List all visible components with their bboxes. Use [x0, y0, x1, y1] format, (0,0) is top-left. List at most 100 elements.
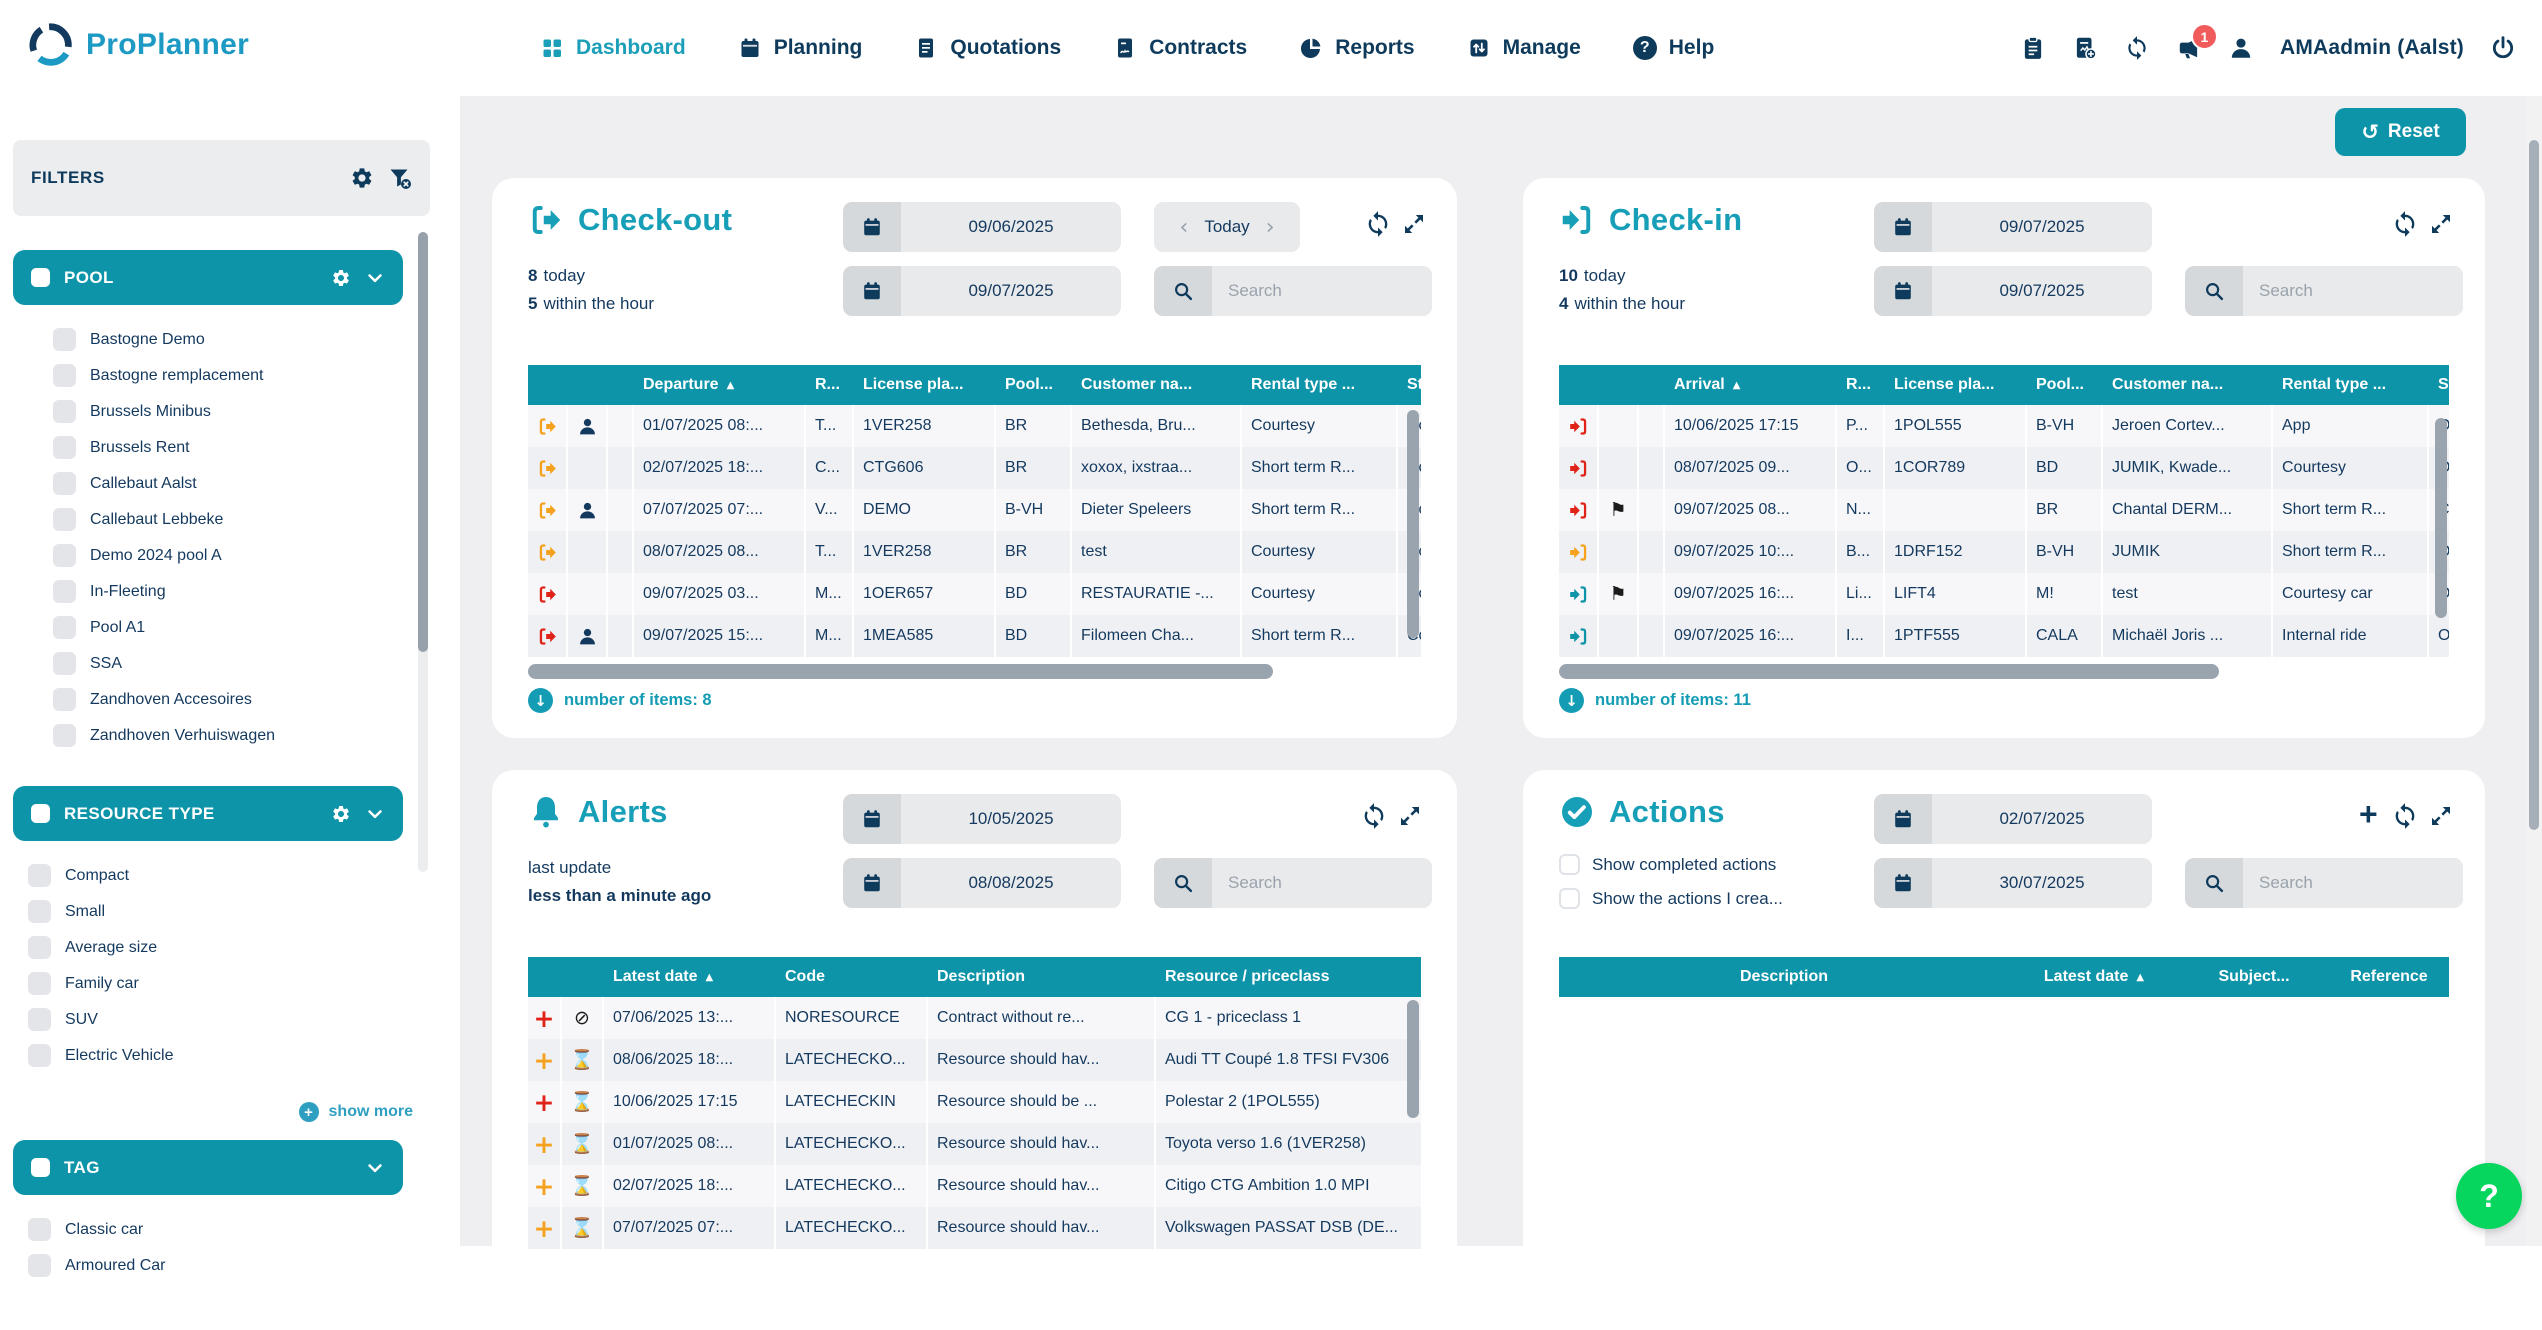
- alerts-refresh-icon[interactable]: [1360, 802, 1388, 830]
- actions-search-input[interactable]: [2243, 858, 2463, 908]
- table-row[interactable]: ⚑ 09/07/2025 08... N... BR Chantal DERM... Sh…: [1559, 489, 2449, 531]
- sidebar-section-resource-type[interactable]: RESOURCE TYPE: [13, 786, 403, 841]
- column-header-code[interactable]: Code: [785, 968, 825, 985]
- app-logo[interactable]: ProPlanner: [28, 22, 249, 68]
- checkin-search-input[interactable]: [2243, 266, 2463, 316]
- prev-day-chevron[interactable]: ‹: [1179, 214, 1189, 240]
- filter-checkbox[interactable]: [53, 688, 76, 711]
- nav-help[interactable]: ? Help: [1632, 36, 1714, 60]
- filter-checkbox[interactable]: [28, 1044, 51, 1067]
- nav-dashboard[interactable]: Dashboard: [540, 36, 686, 60]
- nav-planning[interactable]: Planning: [738, 36, 862, 60]
- filter-item-demo-2024-pool-a[interactable]: Demo 2024 pool A: [0, 544, 460, 567]
- column-header-description[interactable]: Description: [1739, 968, 1828, 985]
- filter-checkbox[interactable]: [53, 400, 76, 423]
- tasks-clipboard-icon[interactable]: [2020, 35, 2046, 61]
- filter-item-zandhoven-verhuiswagen[interactable]: Zandhoven Verhuiswagen: [0, 724, 460, 747]
- actions-expand-icon[interactable]: [2429, 804, 2453, 828]
- filter-checkbox[interactable]: [53, 652, 76, 675]
- column-header-r-[interactable]: R...: [1846, 376, 1871, 393]
- table-row[interactable]: + ⌛ 07/07/2025 07:... LATECHECKO... Resource…: [528, 1207, 1421, 1249]
- filter-item-bastogne-remplacement[interactable]: Bastogne remplacement: [0, 364, 460, 387]
- filter-checkbox[interactable]: [53, 472, 76, 495]
- column-header-pool-[interactable]: Pool...: [2036, 376, 2084, 393]
- column-header-r-[interactable]: R...: [815, 376, 840, 393]
- filter-checkbox[interactable]: [53, 328, 76, 351]
- table-row[interactable]: 09/07/2025 15:... M... 1MEA585 BD Filomeen C…: [528, 615, 1421, 657]
- table-row[interactable]: 09/07/2025 03... M... 1OER657 BD RESTAURATIE…: [528, 573, 1421, 615]
- help-fab-button[interactable]: ?: [2456, 1163, 2522, 1229]
- alerts-date-from[interactable]: 10/05/2025: [843, 794, 1121, 844]
- column-header-rental-type-[interactable]: Rental type ...: [1251, 376, 1356, 393]
- table-row[interactable]: + ⌛ 08/06/2025 18:... LATECHECKO... Resource…: [528, 1039, 1421, 1081]
- filter-checkbox[interactable]: [53, 508, 76, 531]
- filter-item-ssa[interactable]: SSA: [0, 652, 460, 675]
- checkin-table-hscrollbar[interactable]: [1559, 664, 2219, 679]
- nav-manage[interactable]: Manage: [1467, 36, 1581, 60]
- filter-checkbox[interactable]: [28, 1254, 51, 1277]
- alerts-date-to[interactable]: 08/08/2025: [843, 858, 1121, 908]
- column-header-description[interactable]: Description: [937, 968, 1026, 985]
- table-row[interactable]: 02/07/2025 18:... C... CTG606 BR xoxox, ixst…: [528, 447, 1421, 489]
- table-row[interactable]: ⚑ 09/07/2025 16:... Li... LIFT4 M! test Courte…: [1559, 573, 2449, 615]
- checkbox[interactable]: [1559, 888, 1580, 909]
- checkin-refresh-icon[interactable]: [2391, 210, 2419, 238]
- table-row[interactable]: + ⌛ 10/06/2025 17:15 LATECHECKIN Resource sh…: [528, 1081, 1421, 1123]
- filter-checkbox[interactable]: [53, 436, 76, 459]
- column-header-departure[interactable]: Departure ▲: [643, 376, 735, 393]
- sidebar-section-tag[interactable]: TAG: [13, 1140, 403, 1195]
- add-action-icon[interactable]: +: [2359, 796, 2378, 832]
- checkout-search-input[interactable]: [1212, 266, 1432, 316]
- checkbox[interactable]: [1559, 854, 1580, 875]
- filter-item-electric-vehicle[interactable]: Electric Vehicle: [0, 1044, 460, 1067]
- sidebar-section-pool[interactable]: POOL: [13, 250, 403, 305]
- column-header-sta[interactable]: Sta: [1407, 376, 1421, 393]
- checkin-date-to[interactable]: 09/07/2025: [1874, 266, 2152, 316]
- nav-contracts[interactable]: Contracts: [1113, 36, 1247, 60]
- column-header-reference[interactable]: Reference: [2350, 968, 2428, 985]
- user-name[interactable]: AMAadmin (Aalst): [2279, 36, 2464, 59]
- show-completed-actions-checkbox[interactable]: Show completed actions: [1559, 854, 1776, 875]
- section-checkbox[interactable]: [31, 268, 50, 287]
- chevron-down-icon[interactable]: [365, 268, 385, 288]
- checkout-expand-icon[interactable]: [1402, 212, 1426, 236]
- filter-item-family-car[interactable]: Family car: [0, 972, 460, 995]
- column-header-arrival[interactable]: Arrival ▲: [1674, 376, 1741, 393]
- column-header-sta[interactable]: Sta: [2438, 376, 2449, 393]
- nav-reports[interactable]: Reports: [1299, 36, 1415, 60]
- reset-button[interactable]: ↺ Reset: [2335, 108, 2466, 156]
- sidebar-scrollbar[interactable]: [418, 232, 428, 872]
- actions-date-from[interactable]: 02/07/2025: [1874, 794, 2152, 844]
- table-row[interactable]: 01/07/2025 08:... T... 1VER258 BR Bethesda, …: [528, 405, 1421, 447]
- table-row[interactable]: 09/07/2025 16:... I... 1PTF555 CALA Michaël …: [1559, 615, 2449, 657]
- filter-item-bastogne-demo[interactable]: Bastogne Demo: [0, 328, 460, 351]
- column-header-latest-date[interactable]: Latest date ▲: [2043, 968, 2145, 985]
- table-row[interactable]: + ⌛ 02/07/2025 18:... LATECHECKO... Resource…: [528, 1165, 1421, 1207]
- filter-checkbox[interactable]: [28, 864, 51, 887]
- user-avatar-icon[interactable]: [2228, 35, 2254, 61]
- checkin-expand-icon[interactable]: [2429, 212, 2453, 236]
- filter-item-callebaut-aalst[interactable]: Callebaut Aalst: [0, 472, 460, 495]
- filter-checkbox[interactable]: [53, 544, 76, 567]
- nav-quotations[interactable]: Quotations: [914, 36, 1061, 60]
- show-more-link[interactable]: + show more: [13, 1102, 413, 1122]
- checkout-table-hscrollbar[interactable]: [528, 664, 1273, 679]
- show-my-actions-checkbox[interactable]: Show the actions I crea...: [1559, 888, 1783, 909]
- table-row[interactable]: 10/06/2025 17:15 P... 1POL555 B-VH Jeroen Co…: [1559, 405, 2449, 447]
- filter-item-brussels-rent[interactable]: Brussels Rent: [0, 436, 460, 459]
- new-document-icon[interactable]: [2072, 35, 2098, 61]
- alerts-search-input[interactable]: [1212, 858, 1432, 908]
- page-scrollbar[interactable]: [2526, 96, 2542, 1246]
- filter-item-zandhoven-accesoires[interactable]: Zandhoven Accesoires: [0, 688, 460, 711]
- filter-checkbox[interactable]: [28, 1008, 51, 1031]
- filter-item-brussels-minibus[interactable]: Brussels Minibus: [0, 400, 460, 423]
- filters-settings-gear-icon[interactable]: [350, 166, 374, 190]
- column-header-license-pla-[interactable]: License pla...: [1894, 376, 1995, 393]
- download-icon[interactable]: ↓: [1559, 688, 1584, 713]
- today-button[interactable]: ‹ Today ›: [1154, 202, 1300, 252]
- column-header-customer-na-[interactable]: Customer na...: [1081, 376, 1193, 393]
- alerts-expand-icon[interactable]: [1398, 804, 1422, 828]
- filter-checkbox[interactable]: [53, 724, 76, 747]
- table-row[interactable]: + ⌛ 01/07/2025 08:... LATECHECKO... Resource…: [528, 1123, 1421, 1165]
- filter-checkbox[interactable]: [28, 972, 51, 995]
